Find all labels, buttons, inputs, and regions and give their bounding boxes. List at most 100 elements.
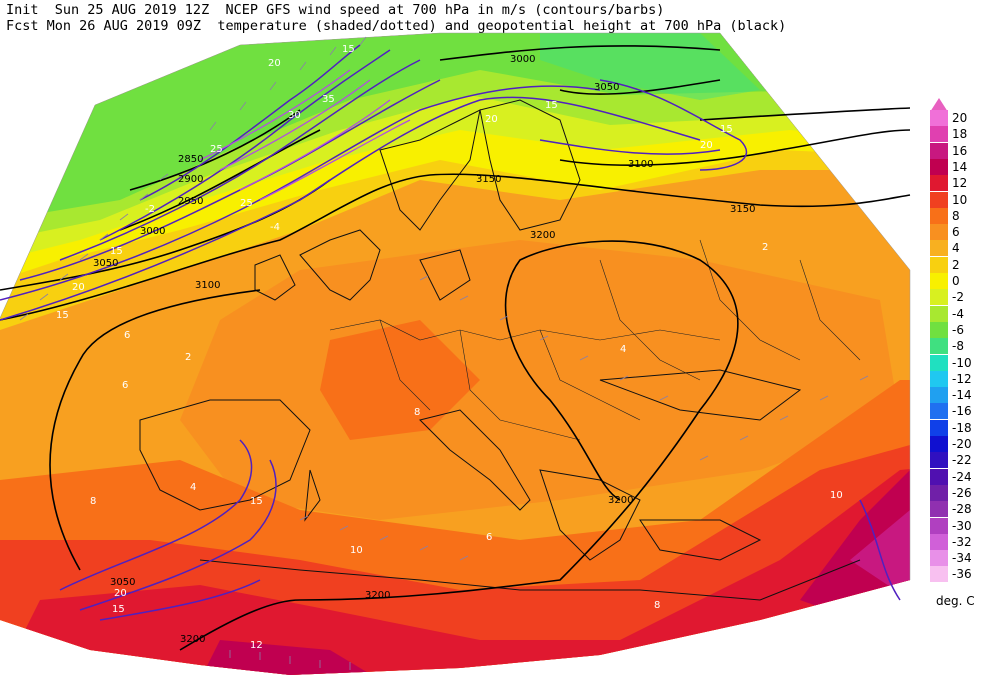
legend-label: -2	[952, 290, 964, 305]
legend-swatch	[930, 452, 948, 469]
legend-swatch	[930, 501, 948, 518]
map-border	[0, 32, 911, 580]
wind-label: 15	[112, 604, 125, 615]
legend-label: -14	[952, 388, 972, 403]
wind-label-group: 15 20 25 30 35 15 20 15 15 20 15 20 25 1…	[56, 44, 733, 615]
legend-label: 8	[952, 208, 960, 223]
wind-label: 30	[288, 110, 301, 121]
legend-row: -12	[930, 370, 1000, 387]
legend-row: -30	[930, 517, 1000, 534]
legend-label: -24	[952, 469, 972, 484]
legend-row: -36	[930, 566, 1000, 583]
legend-swatch	[930, 207, 948, 224]
wind-barbs	[19, 36, 869, 670]
height-label: 3050	[594, 82, 619, 93]
wind-label: 20	[114, 588, 127, 599]
temperature-label: 4	[190, 482, 196, 493]
temperature-label: 8	[414, 407, 420, 418]
legend-label: 20	[952, 111, 968, 125]
legend-swatch	[930, 484, 948, 501]
legend-row: 6	[930, 224, 1000, 241]
legend-row: 2	[930, 256, 1000, 273]
legend-label: 12	[952, 176, 968, 191]
legend-row: -10	[930, 354, 1000, 371]
wind-label: 20	[700, 140, 713, 151]
legend-swatch	[930, 224, 948, 241]
legend-row: 18	[930, 126, 1000, 143]
legend-row: 0	[930, 273, 1000, 289]
temperature-label: 10	[350, 545, 363, 556]
legend-label: 6	[952, 225, 960, 240]
temperature-label: -2	[145, 204, 155, 215]
wind-label: 15	[110, 246, 123, 257]
legend-row: -4	[930, 305, 1000, 322]
legend-row: 12	[930, 175, 1000, 192]
wind-label: 35	[322, 94, 335, 105]
legend-swatch	[930, 305, 948, 322]
legend-row: 20	[930, 110, 1000, 126]
legend-swatch	[930, 370, 948, 387]
legend-units: deg. C	[936, 594, 975, 608]
height-label: 3000	[140, 226, 165, 237]
height-label: 3200	[530, 230, 555, 241]
wind-label: 15	[720, 124, 733, 135]
legend-label: -34	[952, 551, 972, 566]
temperature-label: 6	[124, 330, 130, 341]
country-borders	[329, 239, 861, 441]
legend-swatch	[930, 517, 948, 534]
legend-swatch	[930, 550, 948, 567]
legend-row: 8	[930, 207, 1000, 224]
height-label: 3000	[510, 54, 535, 65]
height-label: 2950	[178, 196, 203, 207]
legend-row: -20	[930, 436, 1000, 452]
legend-swatch	[930, 256, 948, 273]
legend-swatch	[930, 142, 948, 159]
coastlines	[139, 99, 861, 601]
legend-row: -18	[930, 419, 1000, 436]
legend-row: 10	[930, 191, 1000, 208]
temperature-label: 6	[122, 380, 128, 391]
legend-label: 10	[952, 192, 968, 207]
temperature-label: 2	[762, 242, 768, 253]
legend-label: -28	[952, 502, 972, 517]
legend-swatch	[930, 110, 948, 126]
legend-label: -20	[952, 437, 972, 451]
height-label-group: 3000 3050 3100 3150 3200 3050 3100 3150 …	[93, 54, 755, 645]
legend-swatch	[930, 533, 948, 550]
legend-swatch	[930, 289, 948, 306]
height-label: 2900	[178, 174, 203, 185]
legend-row: -28	[930, 501, 1000, 518]
legend-label: -8	[952, 339, 964, 354]
temperature-label: 4	[620, 344, 626, 355]
wind-label: 15	[56, 310, 69, 321]
legend-swatch	[930, 321, 948, 338]
legend-label: 0	[952, 274, 960, 288]
height-label: 3200	[180, 634, 205, 645]
legend-swatch	[930, 436, 948, 452]
legend-swatch	[930, 240, 948, 257]
legend-label: 18	[952, 127, 968, 142]
legend-label: -12	[952, 371, 972, 386]
legend-label: -18	[952, 420, 972, 435]
temperature-label: 8	[654, 600, 660, 611]
legend-row: 14	[930, 158, 1000, 175]
height-label: 2850	[178, 154, 203, 165]
height-label: 3200	[365, 590, 390, 601]
height-label: 3050	[110, 577, 135, 588]
legend-label: 14	[952, 159, 968, 174]
temperature-label: 10	[830, 490, 843, 501]
legend-swatch	[930, 387, 948, 404]
legend-swatch	[930, 175, 948, 192]
legend-swatch	[930, 354, 948, 371]
legend-label: 16	[952, 143, 968, 158]
temperature-label-group: 2 4 6 8 10 12 -2 -4 4 6 8 10 2 6 8	[90, 204, 843, 651]
legend-swatch	[930, 419, 948, 436]
legend-row: -24	[930, 468, 1000, 485]
legend-swatch	[930, 273, 948, 289]
wind-label: 15	[545, 100, 558, 111]
wind-label: 15	[342, 44, 355, 55]
legend-swatch	[930, 338, 948, 355]
legend-row: -2	[930, 289, 1000, 306]
